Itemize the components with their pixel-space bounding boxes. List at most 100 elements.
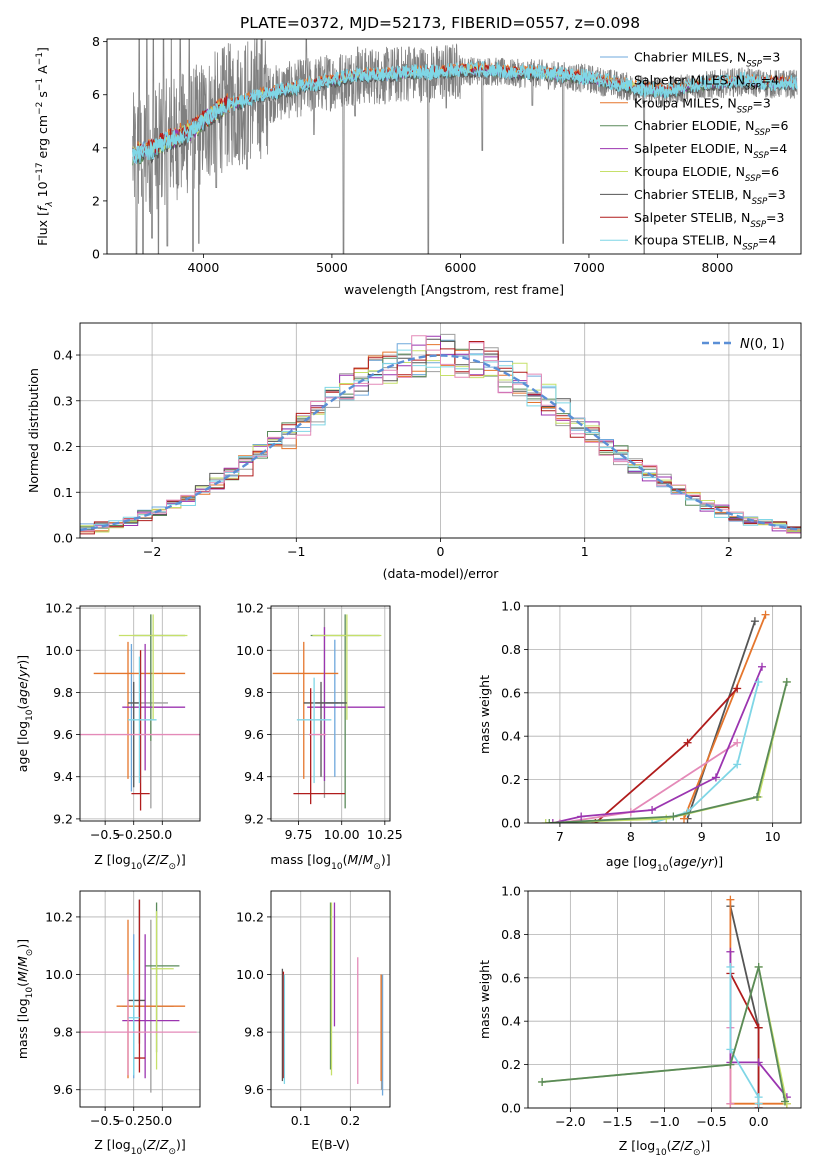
plot-area: [541, 610, 791, 823]
figure-title: PLATE=0372, MJD=52173, FIBERID=0557, z=0…: [240, 14, 640, 32]
x-tick-label: 8: [627, 829, 635, 844]
legend-label: Chabrier STELIB, NSSP=3: [634, 187, 786, 207]
y-tick-label: 0.4: [501, 729, 521, 744]
y-axis-label: mass weight: [477, 675, 492, 754]
axes-frame: [79, 605, 201, 822]
y-tick-label: 1.0: [501, 884, 521, 899]
mass-weight-line: [542, 966, 786, 1102]
x-tick-label: −2: [143, 544, 161, 559]
axes-frame: [527, 605, 802, 824]
residual-histogram: [80, 335, 801, 534]
y-tick-label: 9.4: [244, 769, 264, 784]
legend-label: Kroupa ELODIE, NSSP=6: [634, 164, 779, 184]
legend-label: Kroupa MILES, NSSP=3: [634, 95, 771, 115]
axes-frame: [106, 38, 802, 255]
observed-spectrum-line: [132, 39, 798, 254]
y-tick-label: 2: [92, 193, 100, 208]
y-tick-label: 0.6: [501, 970, 521, 985]
x-axis-label: wavelength [Angstrom, rest frame]: [344, 282, 564, 297]
x-tick-label: 10.00: [324, 827, 360, 842]
x-tick-label: 8000: [702, 260, 734, 275]
legend-label: N(0, 1): [740, 337, 785, 352]
x-tick-label: 10: [765, 829, 781, 844]
x-tick-label: 2: [725, 544, 733, 559]
y-tick-label: 9.2: [244, 811, 264, 826]
spectrum-panel: 4000 5000 6000 7000 8000 0 2 4 6 8 wavelength [Ang…: [35, 34, 802, 297]
y-tick-label: 9.6: [244, 1082, 264, 1097]
mass-weight-line: [729, 905, 760, 1108]
mass-weight-vs-age-panel: 7 8 9 10 0.0 0.2 0.4 0.6 0.8 1.0 age [log10(age/yr…: [477, 599, 802, 874]
y-tick-label: 9.6: [244, 727, 264, 742]
axes-frame: [270, 890, 391, 1108]
x-tick-label: −0.5: [90, 1113, 120, 1128]
x-tick-label: 10.25: [367, 827, 403, 842]
y-axis-label: mass weight: [477, 960, 492, 1039]
plot-area: [538, 895, 791, 1108]
y-tick-label: 10.2: [236, 601, 264, 616]
x-tick-label: 5000: [316, 260, 348, 275]
y-tick-label: 1.0: [501, 599, 521, 614]
y-tick-label: 9.6: [53, 727, 73, 742]
legend-label: Salpeter MILES, NSSP=4: [634, 72, 779, 92]
mass-vs-metallicity-panel: −0.5−0.25 0.0 9.6 9.8 10.0 10.2 Z [log10(Z/Z⊙)…: [15, 890, 201, 1157]
y-tick-label: 0.4: [501, 1014, 521, 1029]
x-axis-label: mass [log10(M/M⊙)]: [270, 852, 390, 872]
y-tick-label: 10.2: [45, 601, 73, 616]
mass-weight-vs-metallicity-panel: −2.0 −1.5 −1.0 −0.5 0.0 0.0 0.2 0.4 0.6 0.8 1.0 Z […: [477, 884, 802, 1158]
y-tick-label: 0.6: [501, 685, 521, 700]
x-tick-label: 7: [556, 829, 564, 844]
x-tick-label: 0.0: [749, 1114, 769, 1129]
legend-label: Salpeter STELIB, NSSP=3: [634, 210, 784, 230]
plot-area: [80, 333, 801, 535]
axes-frame: [270, 605, 391, 822]
legend-label: Kroupa STELIB, NSSP=4: [634, 233, 776, 253]
x-tick-label: 0.2: [340, 1113, 360, 1128]
y-tick-label: 0.1: [53, 485, 73, 500]
x-tick-label: 4000: [187, 260, 219, 275]
x-tick-label: 9: [698, 829, 706, 844]
x-axis-label: Z [log10(Z/Z⊙)]: [94, 852, 186, 872]
axes-frame: [79, 890, 201, 1108]
y-tick-label: 0.4: [53, 348, 73, 363]
residuals-panel: −2 −1 0 1 2 0.0 0.1 0.2 0.3 0.4 (data-model)/error…: [26, 322, 802, 581]
y-tick-label: 9.8: [53, 685, 73, 700]
x-tick-label: −1: [287, 544, 305, 559]
plot-area: [80, 899, 197, 1093]
mass-weight-line: [549, 681, 788, 823]
axes-frame: [79, 322, 802, 539]
mass-weight-line: [683, 614, 767, 820]
y-axis-label: age [log10(age/yr)]: [15, 655, 35, 772]
y-tick-label: 0.3: [53, 393, 73, 408]
y-tick-label: 10.0: [45, 643, 73, 658]
y-tick-label: 6: [92, 87, 100, 102]
legend-label: Salpeter ELODIE, NSSP=4: [634, 141, 787, 161]
y-axis-label: Flux [fλ 10−17 erg cm−2 s−1 A−1]: [35, 47, 55, 246]
y-tick-label: 4: [92, 140, 100, 155]
y-tick-label: 9.6: [53, 1082, 73, 1097]
x-tick-label: 0: [437, 544, 445, 559]
x-axis-label: age [log10(age/yr)]: [606, 854, 723, 874]
mass-vs-ebv-panel: 0.1 0.2 9.6 9.8 10.0 10.2 E(B-V): [236, 890, 391, 1152]
y-tick-label: 0.0: [501, 816, 521, 831]
axes-frame: [527, 890, 802, 1109]
y-tick-label: 0: [92, 247, 100, 262]
x-tick-label: 0.0: [152, 827, 172, 842]
plot-area: [132, 39, 798, 254]
y-tick-label: 8: [92, 34, 100, 49]
x-tick-label: −0.5: [696, 1114, 726, 1129]
gaussian-reference-curve: [80, 354, 799, 532]
x-tick-label: 0.0: [152, 1113, 172, 1128]
y-tick-label: 0.2: [501, 772, 521, 787]
y-tick-label: 0.8: [501, 927, 521, 942]
x-axis-label: Z [log10(Z/Z⊙)]: [94, 1137, 186, 1157]
y-tick-label: 9.2: [53, 811, 73, 826]
x-tick-label: −0.5: [90, 827, 120, 842]
y-tick-label: 0.8: [501, 642, 521, 657]
legend-label: Chabrier MILES, NSSP=3: [634, 50, 780, 70]
y-tick-label: 9.4: [53, 769, 73, 784]
x-tick-label: 7000: [573, 260, 605, 275]
x-tick-label: 6000: [445, 260, 477, 275]
mass-weight-line: [686, 620, 756, 819]
y-tick-label: 0.0: [53, 531, 73, 546]
